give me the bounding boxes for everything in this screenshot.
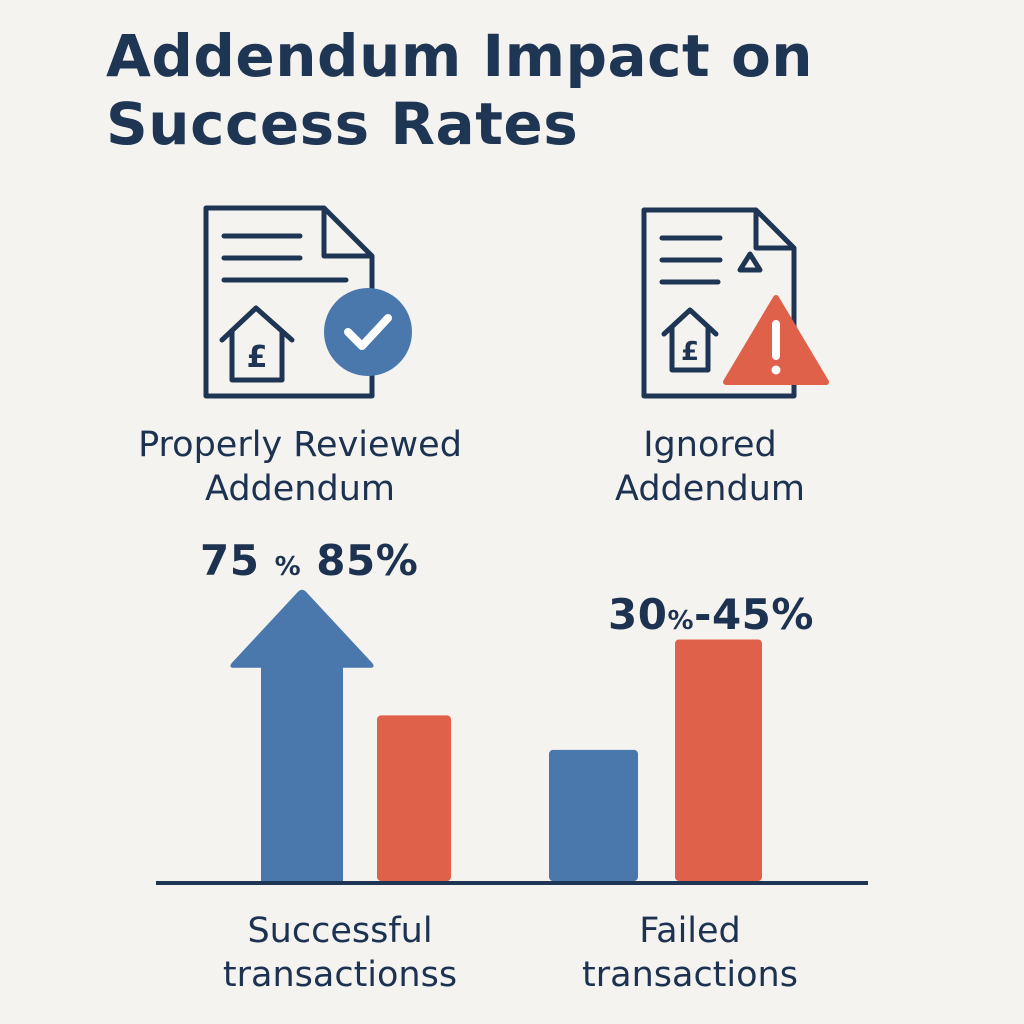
category-failed-line1: Failed [530,909,850,953]
category-failed-line2: transactions [530,953,850,997]
category-label-failed: Failed transactions [530,909,850,997]
category-successful-line1: Successful [180,909,500,953]
bar-ignored-failed [675,640,762,882]
bar-reviewed-failed [549,750,638,881]
bar-ignored-successful [377,715,451,881]
bar-reviewed-successful [230,590,373,881]
category-successful-line2: transactionss [180,953,500,997]
category-label-successful: Successful transactionss [180,909,500,997]
